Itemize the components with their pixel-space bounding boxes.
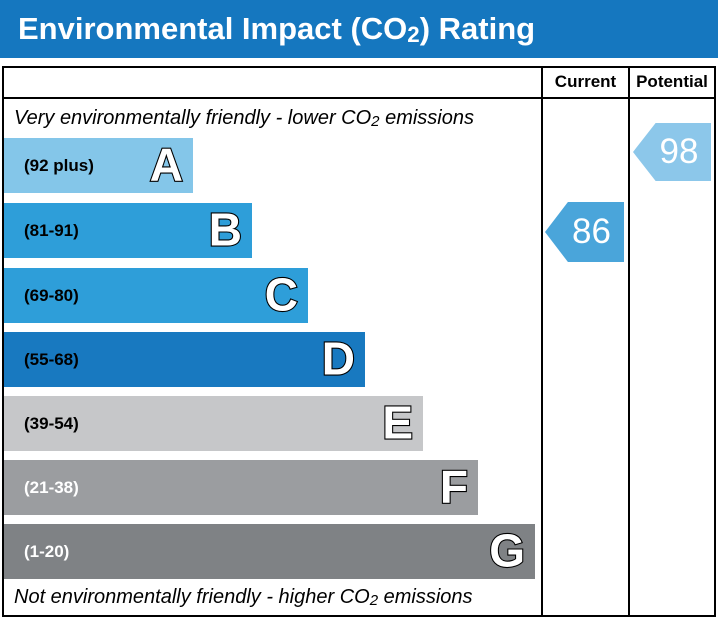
caption-bottom-text: Not environmentally friendly - higher CO <box>14 585 370 608</box>
chart-frame <box>2 66 716 617</box>
rating-band-g: (1-20) G <box>4 524 535 579</box>
rating-band-b: (81-91) B <box>4 203 252 258</box>
band-range: (81-91) <box>24 220 79 240</box>
column-header-current: Current <box>554 71 617 91</box>
rating-band-c: (69-80) C <box>4 268 308 323</box>
band-range: (69-80) <box>24 285 79 305</box>
column-divider-current <box>541 66 543 617</box>
band-letter: E <box>381 396 414 449</box>
page-title-text: Environmental Impact (CO <box>18 11 408 46</box>
caption-top-subscript: 2 <box>371 113 380 131</box>
column-divider-potential <box>628 66 630 617</box>
band-range: (39-54) <box>24 413 79 433</box>
caption-bottom: Not environmentally friendly - higher CO… <box>14 580 473 614</box>
band-letter: F <box>439 460 469 513</box>
page-title: Environmental Impact (CO 2) Rating <box>0 0 718 58</box>
potential-rating-value: 98 <box>659 132 699 171</box>
rating-band-f: (21-38) F <box>4 460 478 515</box>
band-range: (92 plus) <box>24 155 94 175</box>
potential-rating-arrow: 98 <box>633 123 711 181</box>
current-rating-value: 86 <box>572 212 611 251</box>
band-letter: G <box>488 524 526 577</box>
band-letter: B <box>208 203 243 256</box>
band-range: (21-38) <box>24 477 79 497</box>
rating-band-d: (55-68) D <box>4 332 365 387</box>
band-letter: D <box>321 332 356 385</box>
rating-band-a: (92 plus) A <box>4 138 193 193</box>
rating-band-e: (39-54) E <box>4 396 423 451</box>
page-title-subscript: 2 <box>407 22 420 48</box>
caption-bottom-subscript: 2 <box>369 592 379 610</box>
column-header-potential: Potential <box>636 71 708 91</box>
band-letter: A <box>149 138 184 191</box>
caption-top-text-end: emissions <box>379 106 474 129</box>
band-letter: C <box>264 268 299 321</box>
caption-bottom-text-end: emissions <box>378 585 473 608</box>
caption-top-text: Very environmentally friendly - lower CO <box>14 106 372 129</box>
page-title-text-end: ) Rating <box>419 11 536 46</box>
header-divider <box>2 97 716 99</box>
band-range: (1-20) <box>24 541 70 561</box>
band-range: (55-68) <box>24 349 79 369</box>
caption-top: Very environmentally friendly - lower CO… <box>14 99 474 137</box>
